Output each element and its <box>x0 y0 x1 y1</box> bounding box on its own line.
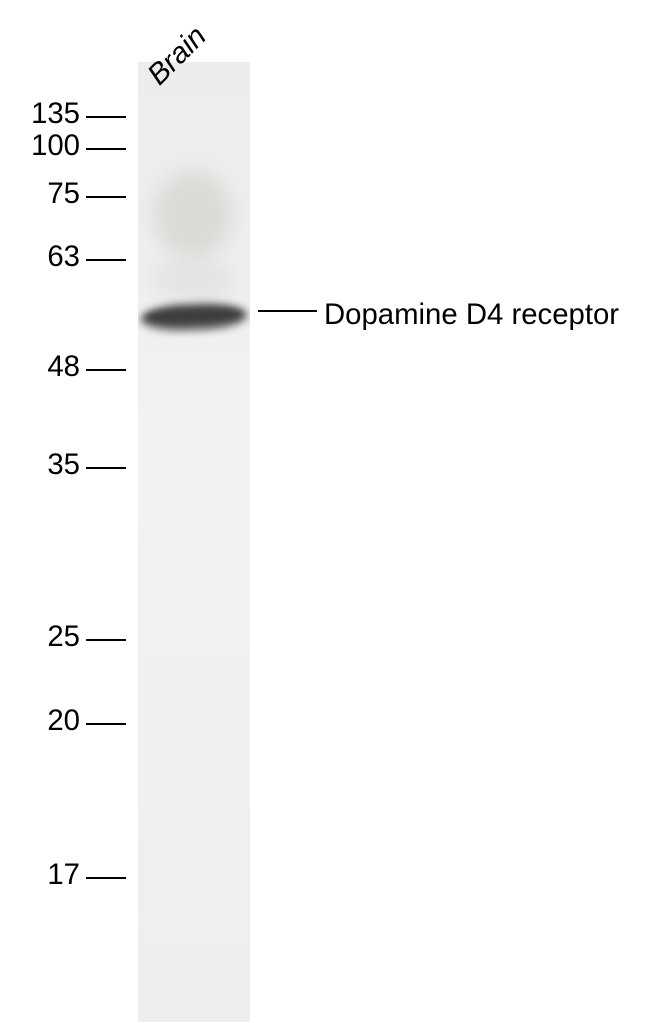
blot-lane <box>138 62 250 1022</box>
mw-tick-25 <box>86 639 126 641</box>
mw-label-135: 135 <box>31 97 80 131</box>
mw-label-20: 20 <box>47 704 80 738</box>
mw-tick-35 <box>86 467 126 469</box>
mw-label-17: 17 <box>47 858 80 892</box>
mw-tick-100 <box>86 148 126 150</box>
mw-tick-48 <box>86 369 126 371</box>
western-blot-figure: { "figure": { "type": "western-blot", "w… <box>0 0 650 1023</box>
annotation-label: Dopamine D4 receptor <box>324 298 619 332</box>
mw-label-48: 48 <box>47 350 80 384</box>
mw-label-75: 75 <box>47 177 80 211</box>
mw-label-100: 100 <box>31 129 80 163</box>
mw-label-63: 63 <box>47 240 80 274</box>
mw-label-35: 35 <box>47 448 80 482</box>
upper-smear <box>153 170 233 260</box>
mw-tick-17 <box>86 877 126 879</box>
faint-diffuse-smear <box>148 260 238 300</box>
mw-tick-75 <box>86 196 126 198</box>
mw-tick-135 <box>86 116 126 118</box>
annotation-pointer-line <box>258 310 317 312</box>
mw-tick-20 <box>86 723 126 725</box>
mw-label-25: 25 <box>47 620 80 654</box>
mw-tick-63 <box>86 259 126 261</box>
